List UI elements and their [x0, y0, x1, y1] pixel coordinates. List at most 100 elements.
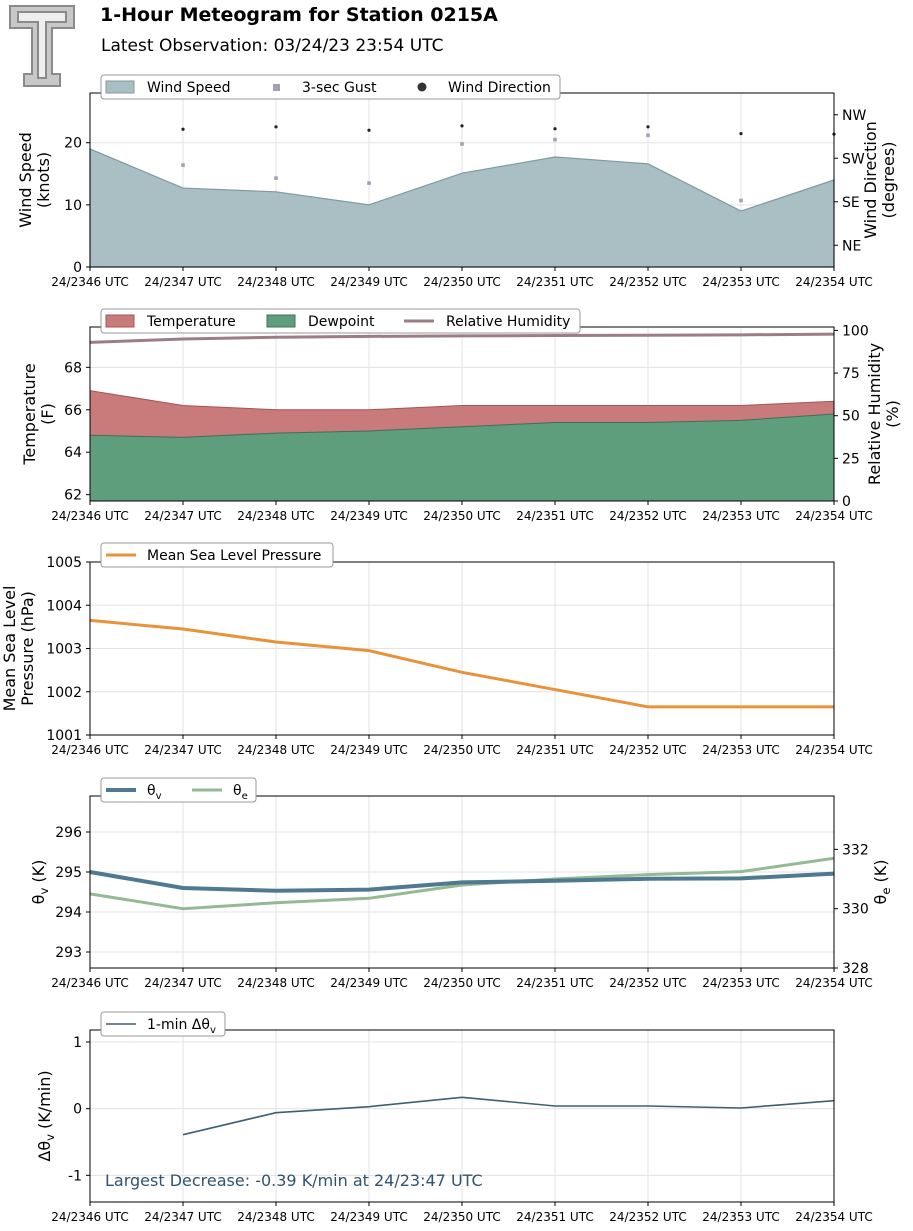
x-tick-label: 24/2353 UTC [702, 1210, 779, 1224]
legend-swatch-gust [273, 84, 280, 91]
y-tick-label: 1002 [46, 685, 82, 701]
gust-point [460, 142, 464, 146]
y2-tick-label: NE [842, 238, 861, 254]
y2-tick-label: 330 [842, 902, 869, 918]
x-tick-label: 24/2354 UTC [795, 275, 872, 289]
x-tick-label: 24/2354 UTC [795, 1210, 872, 1224]
x-tick-label: 24/2352 UTC [609, 275, 686, 289]
x-tick-label: 24/2346 UTC [51, 976, 128, 990]
y-tick-label: 0 [73, 260, 82, 276]
y-tick-label: 1004 [46, 598, 82, 614]
x-tick-label: 24/2350 UTC [423, 1210, 500, 1224]
x-tick-label: 24/2346 UTC [51, 743, 128, 757]
x-tick-label: 24/2352 UTC [609, 1210, 686, 1224]
legend [100, 74, 561, 100]
y-tick-label: 66 [64, 403, 82, 419]
wind-direction-point [274, 125, 278, 129]
legend-label: 3-sec Gust [302, 80, 377, 96]
gust-point [367, 181, 371, 185]
gust-point [739, 198, 743, 203]
y2-axis-label: Relative Humidity(%) [865, 343, 902, 485]
page-title: 1-Hour Meteogram for Station 0215A [100, 4, 498, 26]
x-tick-label: 24/2347 UTC [144, 509, 221, 523]
y2-tick-label: NW [842, 108, 866, 124]
legend-swatch-wind-direction [417, 82, 427, 92]
y-tick-label: 1001 [46, 728, 82, 744]
y2-tick-label: SW [842, 151, 865, 167]
largest-decrease-annotation: Largest Decrease: -0.39 K/min at 24/23:4… [105, 1171, 483, 1190]
x-tick-label: 24/2349 UTC [330, 275, 407, 289]
y-axis-label: Wind Speed(knots) [16, 132, 53, 227]
legend-label: 1-min Δθv [147, 1017, 216, 1036]
x-tick-label: 24/2354 UTC [795, 509, 872, 523]
legend-label: Dewpoint [308, 314, 375, 330]
legend [100, 308, 581, 334]
y2-tick-label: 328 [842, 961, 869, 977]
legend-label: Mean Sea Level Pressure [147, 548, 321, 564]
gust-point [646, 133, 650, 138]
gust-point [181, 163, 185, 167]
y-tick-label: 0 [73, 1102, 82, 1118]
y-axis-label: Mean Sea LevelPressure (hPa) [0, 586, 37, 712]
x-tick-label: 24/2351 UTC [516, 976, 593, 990]
legend [100, 777, 257, 803]
wind-direction-point [646, 125, 650, 129]
relative-humidity-line [89, 332, 835, 344]
mslp-line [89, 618, 834, 709]
legend-label: Temperature [146, 314, 236, 330]
y-tick-label: 1003 [46, 642, 82, 658]
y2-tick-label: 75 [842, 366, 860, 382]
legend-label: Wind Direction [448, 80, 551, 96]
y2-tick-label: 100 [842, 323, 869, 339]
x-tick-label: 24/2350 UTC [423, 509, 500, 523]
y-tick-label: 20 [64, 136, 82, 152]
y-tick-label: 294 [55, 905, 82, 921]
wind-direction-point [367, 128, 371, 132]
legend-swatch-dewpoint [266, 314, 296, 328]
theta-v-line [89, 870, 835, 893]
y-tick-label: 296 [55, 825, 82, 841]
theta-e-line [89, 856, 835, 911]
y2-axis-label: Wind Direction(degrees) [861, 121, 898, 239]
y2-tick-label: 0 [842, 494, 851, 510]
gust-point [553, 137, 557, 142]
x-tick-label: 24/2350 UTC [423, 743, 500, 757]
x-tick-label: 24/2349 UTC [330, 509, 407, 523]
y-axis-label: θv (K) [29, 860, 51, 905]
x-tick-label: 24/2346 UTC [51, 509, 128, 523]
legend-swatch-temperature [105, 314, 135, 328]
x-tick-label: 24/2352 UTC [609, 743, 686, 757]
x-tick-label: 24/2350 UTC [423, 976, 500, 990]
x-tick-label: 24/2349 UTC [330, 976, 407, 990]
legend-swatch-wind-speed [105, 80, 135, 94]
x-tick-label: 24/2350 UTC [423, 275, 500, 289]
x-tick-label: 24/2353 UTC [702, 509, 779, 523]
legend [100, 542, 334, 568]
wind-direction-point [739, 132, 743, 136]
wind-direction-point [460, 124, 464, 128]
x-tick-label: 24/2349 UTC [330, 743, 407, 757]
gust-point [274, 176, 278, 180]
wind-direction-point [181, 127, 185, 131]
y-tick-label: 295 [55, 865, 82, 881]
y-tick-label: 68 [64, 360, 82, 376]
x-tick-label: 24/2352 UTC [609, 976, 686, 990]
legend-label: Wind Speed [147, 80, 231, 96]
y-tick-label: 10 [64, 198, 82, 214]
x-tick-label: 24/2351 UTC [516, 1210, 593, 1224]
x-tick-label: 24/2348 UTC [237, 743, 314, 757]
x-tick-label: 24/2354 UTC [795, 743, 872, 757]
y-tick-label: -1 [68, 1168, 82, 1184]
y2-tick-label: 50 [842, 409, 860, 425]
x-tick-label: 24/2348 UTC [237, 1210, 314, 1224]
x-tick-label: 24/2347 UTC [144, 743, 221, 757]
x-tick-label: 24/2346 UTC [51, 1210, 128, 1224]
y2-tick-label: 25 [842, 451, 860, 467]
texas-tech-logo [9, 5, 75, 87]
x-tick-label: 24/2351 UTC [516, 275, 593, 289]
x-tick-label: 24/2353 UTC [702, 743, 779, 757]
x-tick-label: 24/2352 UTC [609, 509, 686, 523]
y-tick-label: 293 [55, 945, 82, 961]
delta-theta-line [182, 1096, 835, 1136]
